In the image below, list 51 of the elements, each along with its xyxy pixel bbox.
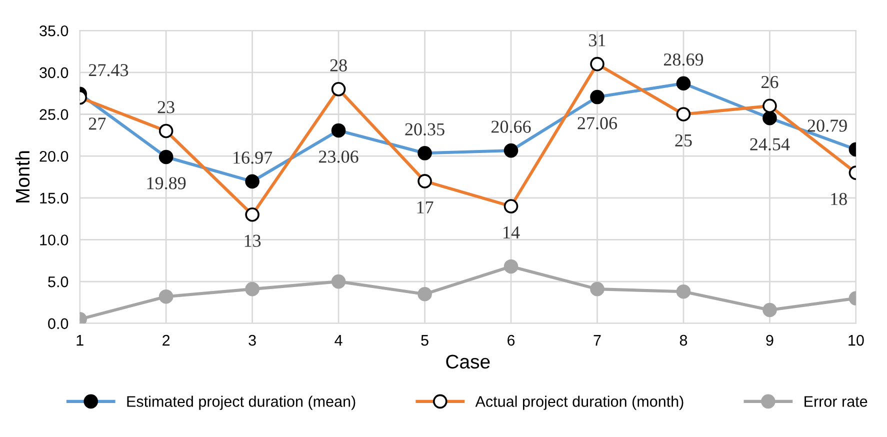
data-label: 24.54: [750, 138, 790, 150]
data-label: 28.69: [664, 53, 704, 66]
data-label: 27.06: [578, 117, 618, 130]
data-label: 25: [675, 134, 692, 147]
x-tick-label: 1: [76, 335, 84, 346]
y-tick-label: 20.0: [40, 150, 68, 162]
y-tick-label: 5.0: [48, 276, 68, 288]
x-tick-label: 4: [334, 335, 342, 346]
y-tick-label: 0.0: [48, 318, 68, 330]
point: [762, 302, 777, 318]
data-label: 14: [504, 226, 520, 238]
point: [676, 284, 691, 299]
data-label: 17: [417, 201, 434, 214]
point: [504, 259, 518, 274]
x-tick-label: 9: [766, 334, 774, 346]
y-tick-label: 25.0: [40, 109, 68, 120]
data-label: 13: [244, 234, 261, 247]
data-label: 27.43: [88, 64, 128, 76]
legend-label: Estimated project duration (mean): [127, 396, 356, 410]
data-label: 26: [761, 76, 778, 88]
x-tick-label: 3: [248, 334, 256, 346]
data-label: 20.35: [405, 123, 444, 136]
data-label: 23.06: [319, 150, 358, 163]
x-tick-label: 2: [162, 334, 170, 346]
data-label: 23: [158, 101, 174, 114]
data-label: 16.97: [234, 152, 272, 164]
x-tick-label: 5: [421, 335, 428, 346]
point: [418, 286, 432, 302]
legend-label: Actual project duration (month): [475, 396, 684, 410]
y-tick-label: 30.0: [40, 67, 68, 78]
x-tick-label: 6: [508, 334, 515, 346]
data-label: 20.79: [808, 120, 847, 132]
point: [245, 282, 260, 296]
data-label: 20.66: [491, 120, 531, 133]
x-axis-title: Case: [446, 354, 490, 369]
x-tick-label: 8: [680, 334, 688, 346]
x-tick-label: 7: [594, 335, 601, 346]
y-tick-label: 35.0: [40, 25, 68, 36]
data-label: 31: [589, 34, 606, 46]
point: [158, 289, 174, 304]
point: [590, 282, 604, 296]
data-label: 18: [831, 192, 847, 206]
x-tick-label: 10: [848, 334, 864, 346]
y-tick-label: 15.0: [40, 192, 68, 204]
legend-label: Error rate: [804, 396, 868, 407]
point: [331, 274, 346, 289]
y-tick-label: 10.0: [40, 234, 68, 246]
data-label: 19.89: [147, 177, 186, 190]
data-label: 27: [88, 118, 106, 130]
y-axis-title: Month: [15, 151, 30, 202]
data-label: 28: [330, 59, 347, 72]
